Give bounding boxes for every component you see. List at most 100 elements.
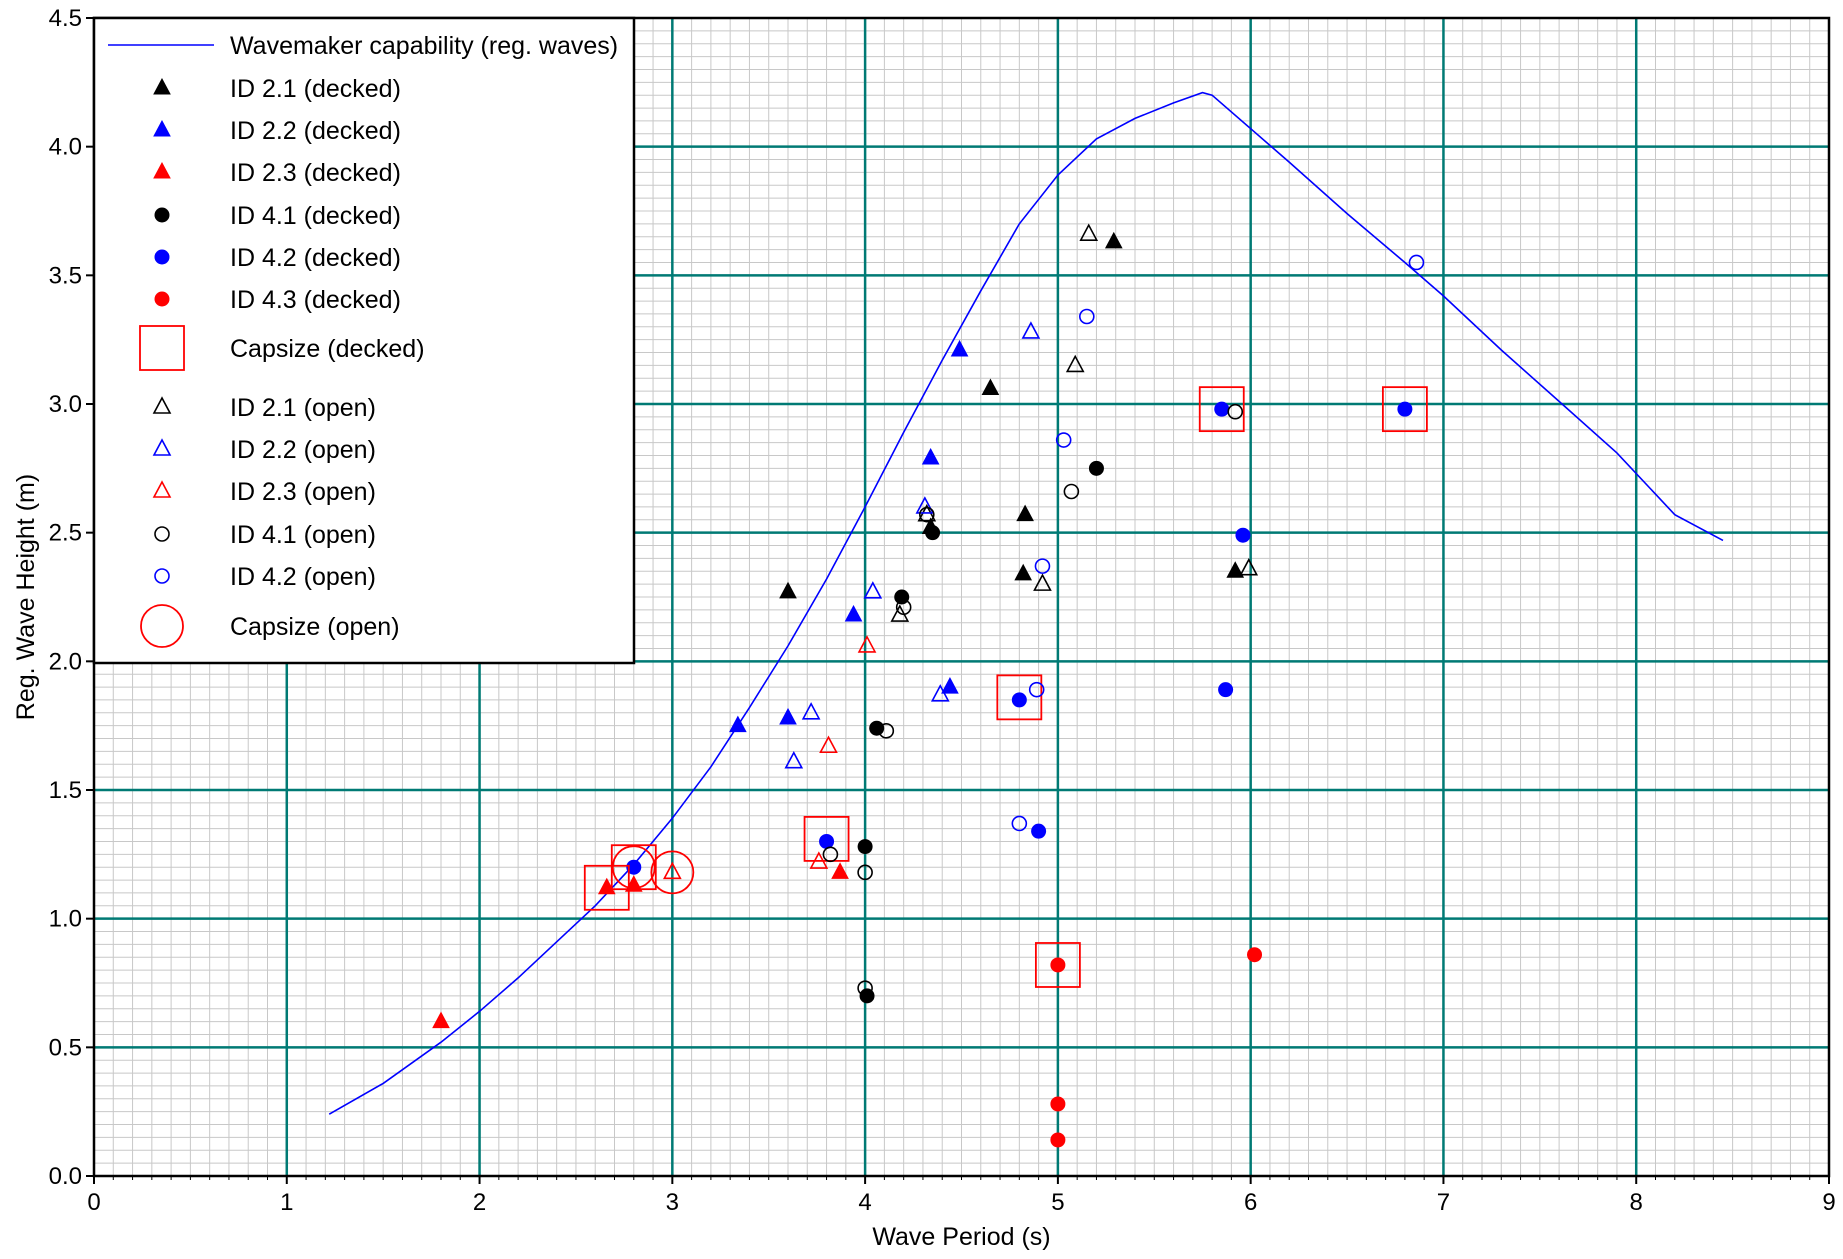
data-point — [1011, 692, 1027, 708]
data-point — [1033, 573, 1052, 591]
legend-item: ID 4.2 (decked) — [154, 244, 401, 272]
series-6 — [1050, 947, 1263, 1148]
data-point — [1198, 386, 1245, 433]
data-point — [626, 859, 642, 875]
legend-marker — [152, 396, 172, 414]
data-point — [1014, 563, 1033, 581]
data-point — [1235, 527, 1251, 543]
y-tick-label: 0.5 — [49, 1034, 82, 1061]
data-point — [863, 581, 883, 599]
legend-item: ID 2.3 (decked) — [153, 159, 401, 187]
x-tick-label: 3 — [666, 1189, 679, 1216]
data-point — [930, 684, 950, 702]
data-point — [869, 720, 885, 736]
data-point — [844, 604, 863, 622]
legend-label: Wavemaker capability (reg. waves) — [230, 32, 618, 60]
legend-marker — [153, 161, 171, 179]
legend-marker — [152, 438, 172, 456]
data-point — [1031, 823, 1047, 839]
series-11 — [822, 403, 1244, 996]
legend-label: ID 4.1 (open) — [230, 521, 376, 549]
data-point — [878, 723, 895, 739]
data-point — [857, 980, 873, 996]
legend-item: ID 4.1 (decked) — [154, 202, 401, 230]
x-tick-label: 7 — [1437, 1189, 1450, 1216]
data-point — [1021, 321, 1041, 339]
data-point — [1055, 432, 1072, 448]
data-point — [1227, 403, 1244, 420]
legend-marker — [140, 604, 184, 648]
data-point — [895, 599, 912, 616]
legend-item: ID 2.2 (open) — [152, 436, 376, 464]
series-5 — [626, 401, 1413, 875]
data-point — [915, 496, 935, 514]
y-tick-label: 2.0 — [49, 648, 82, 675]
x-axis-title: Wave Period (s) — [872, 1223, 1050, 1251]
data-point — [1034, 942, 1081, 988]
series-13 — [611, 845, 695, 895]
data-point — [1063, 483, 1080, 500]
x-tick-label: 1 — [280, 1189, 293, 1216]
data-point — [1050, 957, 1066, 973]
x-tick-label: 4 — [858, 1189, 871, 1216]
legend-label: ID 4.2 (decked) — [230, 244, 401, 272]
x-tick-label: 6 — [1244, 1189, 1257, 1216]
legend-label: ID 4.2 (open) — [230, 563, 376, 591]
series-2 — [729, 339, 969, 733]
data-point — [1218, 682, 1234, 698]
data-point — [950, 339, 969, 357]
data-point — [1239, 557, 1259, 576]
data-point — [432, 1011, 450, 1029]
data-point — [857, 839, 873, 855]
y-tick-label: 3.0 — [49, 391, 82, 418]
data-point — [611, 845, 656, 890]
data-point — [662, 861, 682, 880]
data-point — [925, 525, 941, 541]
data-point — [921, 447, 940, 465]
series-4 — [857, 460, 1104, 1004]
data-point — [1016, 504, 1034, 522]
legend-label: ID 2.3 (open) — [230, 478, 376, 506]
legend: Wavemaker capability (reg. waves) ID 2.1 … — [92, 16, 636, 665]
y-tick-label: 4.0 — [49, 134, 82, 161]
legend-marker — [154, 568, 170, 584]
data-point — [650, 850, 695, 895]
legend-item: Capsize (open) — [140, 604, 400, 648]
legend-item: ID 4.2 (open) — [154, 563, 376, 591]
legend-marker — [154, 249, 170, 265]
x-tick-label: 0 — [87, 1189, 100, 1216]
data-point — [941, 677, 959, 694]
data-point — [857, 864, 873, 881]
y-tick-label: 2.5 — [49, 520, 82, 547]
legend-marker — [154, 207, 170, 223]
legend-marker — [153, 77, 171, 95]
data-point — [1408, 254, 1425, 271]
data-series — [328, 91, 1724, 1148]
data-point — [779, 581, 797, 599]
data-point — [801, 702, 821, 720]
legend-marker — [152, 480, 172, 498]
legend-item: ID 2.1 (open) — [152, 394, 376, 422]
data-point — [1104, 231, 1123, 249]
data-point — [819, 833, 835, 849]
data-point — [918, 506, 935, 523]
data-point — [1034, 558, 1051, 574]
data-point — [1214, 401, 1230, 417]
data-point — [1381, 386, 1428, 433]
wavemaker-capability-line — [328, 91, 1724, 1115]
data-point — [729, 715, 747, 733]
data-point — [809, 851, 829, 869]
y-axis-title: Reg. Wave Height (m) — [12, 474, 40, 720]
series-12 — [1011, 254, 1425, 832]
data-point — [831, 862, 849, 879]
series-9 — [784, 321, 1041, 769]
data-point — [1079, 308, 1095, 325]
data-point — [1011, 815, 1028, 832]
legend-marker — [139, 325, 185, 371]
data-point — [1088, 460, 1104, 476]
legend-label: ID 4.3 (decked) — [230, 286, 401, 314]
data-point — [610, 844, 657, 891]
legend-item: ID 4.3 (decked) — [154, 286, 401, 314]
